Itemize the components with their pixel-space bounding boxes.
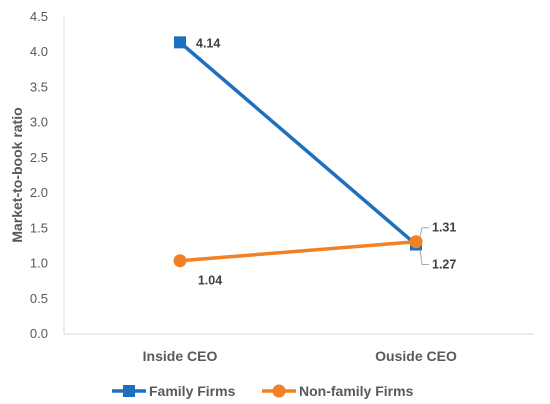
legend-label: Family Firms bbox=[149, 383, 236, 399]
data-label-leader bbox=[419, 249, 429, 266]
series-markers bbox=[173, 36, 423, 268]
legend-item-family-firms: Family Firms bbox=[112, 383, 236, 399]
y-tick-label: 4.5 bbox=[30, 9, 48, 24]
y-tick-label: 3.0 bbox=[30, 115, 48, 130]
y-tick-label: 2.5 bbox=[30, 150, 48, 165]
legend-label: Non-family Firms bbox=[299, 383, 414, 399]
x-tick-label: Ouside CEO bbox=[375, 348, 457, 364]
family-firms-marker bbox=[174, 36, 186, 49]
y-tick-label: 1.5 bbox=[30, 220, 48, 235]
y-tick-labels: 0.0 0.5 1.0 1.5 2.0 2.5 3.0 3.5 4.0 4.5 bbox=[30, 9, 48, 341]
data-label: 1.27 bbox=[432, 258, 456, 272]
y-tick-label: 4.0 bbox=[30, 44, 48, 59]
non-family-firms-marker bbox=[173, 254, 187, 268]
x-tick-labels: Inside CEO Ouside CEO bbox=[143, 348, 457, 364]
series-line-family-firms bbox=[178, 41, 418, 246]
x-tick-label: Inside CEO bbox=[143, 348, 218, 364]
legend-circle-marker-icon bbox=[272, 384, 286, 398]
series-lines bbox=[178, 41, 418, 263]
y-tick-label: 1.0 bbox=[30, 256, 48, 271]
data-label-leader bbox=[419, 227, 429, 237]
legend-square-marker-icon bbox=[123, 385, 135, 397]
y-tick-label: 0.0 bbox=[30, 326, 48, 341]
y-tick-label: 2.0 bbox=[30, 185, 48, 200]
legend-item-non-family-firms: Non-family Firms bbox=[262, 383, 414, 399]
y-tick-label: 0.5 bbox=[30, 291, 48, 306]
series-line-non-family-firms bbox=[179, 239, 417, 263]
data-label: 1.04 bbox=[198, 274, 222, 288]
legend: Family Firms Non-family Firms bbox=[112, 383, 414, 399]
non-family-firms-marker bbox=[409, 235, 423, 249]
data-label: 4.14 bbox=[196, 36, 220, 50]
data-label: 1.31 bbox=[432, 221, 456, 235]
y-tick-label: 3.5 bbox=[30, 79, 48, 94]
data-labels: 4.14 1.27 1.04 1.31 bbox=[196, 36, 456, 287]
y-axis-title: Market-to-book ratio bbox=[9, 107, 25, 242]
plot-area: 0.0 0.5 1.0 1.5 2.0 2.5 3.0 3.5 4.0 4.5 Inside CE… bbox=[30, 9, 534, 364]
